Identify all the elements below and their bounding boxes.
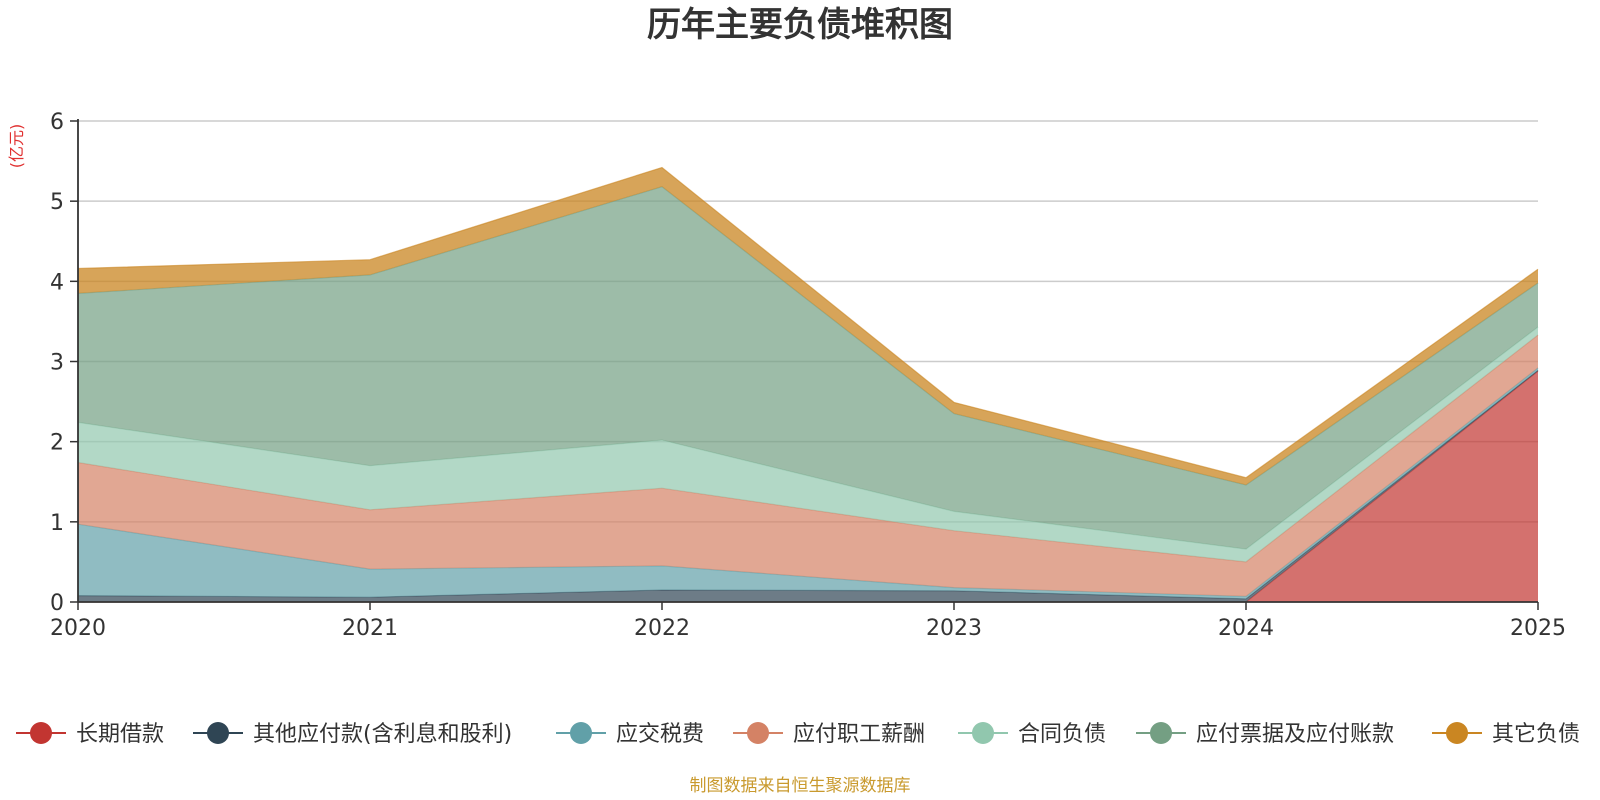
legend-marker-icon (747, 722, 769, 744)
legend-item-5[interactable]: 应付票据及应付账款 (1136, 722, 1394, 747)
y-tick-label-4: 4 (50, 270, 64, 295)
y-tick-label-0: 0 (50, 591, 64, 616)
legend-item-6[interactable]: 其它负债 (1432, 722, 1580, 747)
axes: 0 1 2 3 4 5 6 2020 2021 2022 2023 2024 2025 (50, 110, 1566, 641)
x-tick-label-2022: 2022 (634, 616, 690, 641)
legend-item-2[interactable]: 应交税费 (556, 722, 704, 747)
legend-item-0[interactable]: 长期借款 (16, 722, 164, 747)
legend-marker-icon (30, 722, 52, 744)
y-tick-label-2: 2 (50, 431, 64, 456)
area-series-5 (78, 186, 1538, 550)
y-axis-unit-label: (亿元) (7, 124, 26, 169)
legend-marker-icon (1150, 722, 1172, 744)
legend-marker-icon (570, 722, 592, 744)
y-tick-label-5: 5 (50, 190, 64, 215)
source-note: 制图数据来自恒生聚源数据库 (690, 776, 911, 796)
legend-label: 其它负债 (1492, 722, 1580, 747)
legend-item-4[interactable]: 合同负债 (958, 722, 1106, 747)
legend-label: 其他应付款(含利息和股利) (253, 722, 512, 747)
area-series-2 (78, 367, 1538, 599)
x-tick-label-2021: 2021 (342, 616, 398, 641)
legend-marker-icon (207, 722, 229, 744)
area-line-6 (77, 166, 1539, 479)
x-tick-label-2023: 2023 (926, 616, 982, 641)
x-tick-label-2025: 2025 (1510, 616, 1566, 641)
legend-label: 合同负债 (1018, 722, 1106, 747)
area-series-4 (78, 327, 1538, 562)
y-tick-label-6: 6 (50, 110, 64, 135)
chart-title: 历年主要负债堆积图 (647, 5, 953, 45)
legend[interactable]: 长期借款 其他应付款(含利息和股利) 应交税费 应付职工薪酬 合同负债 应付票据及应付账款… (16, 722, 1580, 747)
y-tick-label-3: 3 (50, 351, 64, 376)
area-series-6 (78, 167, 1538, 485)
legend-item-3[interactable]: 应付职工薪酬 (733, 722, 925, 747)
area-series-3 (78, 335, 1538, 597)
legend-label: 应付票据及应付账款 (1196, 722, 1394, 747)
legend-marker-icon (1446, 722, 1468, 744)
area-series-group (77, 166, 1539, 603)
x-tick-label-2024: 2024 (1218, 616, 1274, 641)
x-tick-label-2020: 2020 (50, 616, 106, 641)
legend-label: 应交税费 (616, 722, 704, 747)
legend-label: 长期借款 (76, 722, 164, 747)
legend-item-1[interactable]: 其他应付款(含利息和股利) (193, 722, 512, 747)
y-tick-label-1: 1 (50, 511, 64, 536)
legend-marker-icon (972, 722, 994, 744)
legend-label: 应付职工薪酬 (793, 722, 925, 747)
area-series-0 (78, 371, 1538, 602)
